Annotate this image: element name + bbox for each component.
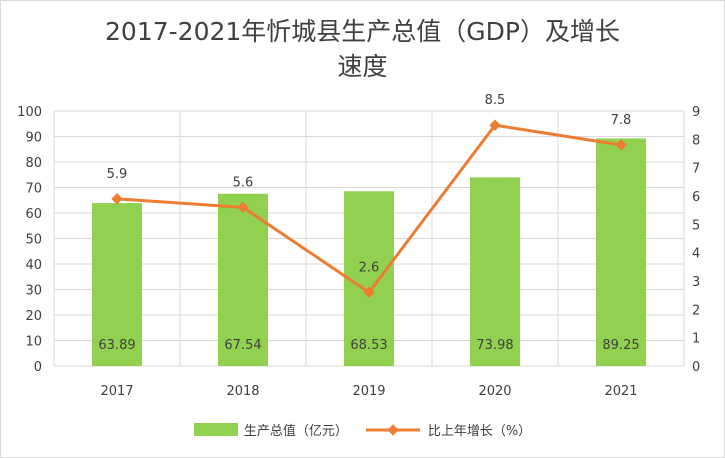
x-tick-label: 2017 xyxy=(100,384,133,399)
y-right-tick-label: 4 xyxy=(692,247,700,262)
legend-line-swatch xyxy=(365,423,420,436)
y-right-tick-label: 5 xyxy=(692,218,700,233)
legend-label-growth: 比上年增长（%） xyxy=(427,424,532,439)
bar-gdp xyxy=(218,193,268,366)
y-right-tick-label: 9 xyxy=(692,105,700,120)
bar-gdp xyxy=(344,191,394,366)
bar-value-label: 63.89 xyxy=(98,338,135,353)
bar-gdp xyxy=(470,177,520,366)
y-right-tick-label: 3 xyxy=(692,275,700,290)
bar-gdp xyxy=(596,138,646,366)
y-right-tick-label: 6 xyxy=(692,190,700,205)
y-left-tick-label: 20 xyxy=(25,309,42,324)
legend: 生产总值（亿元） 比上年增长（%） xyxy=(0,420,725,439)
y-left-tick-label: 40 xyxy=(25,258,42,273)
legend-label-gdp: 生产总值（亿元） xyxy=(243,424,348,439)
y-left-tick-label: 50 xyxy=(25,233,42,248)
x-tick-label: 2020 xyxy=(478,384,511,399)
chart-title-line-1: 2017-2021年忻城县生产总值（GDP）及增长 xyxy=(105,17,620,46)
growth-value-label: 7.8 xyxy=(611,113,632,128)
bar-gdp xyxy=(92,203,142,366)
x-tick-label: 2018 xyxy=(226,384,259,399)
y-left-tick-label: 70 xyxy=(25,182,42,197)
legend-bar-swatch xyxy=(193,423,238,436)
bar-value-label: 73.98 xyxy=(476,338,513,353)
x-tick-label: 2019 xyxy=(352,384,385,399)
growth-marker xyxy=(111,193,123,205)
y-right-tick-label: 8 xyxy=(692,133,700,148)
y-right-tick-label: 0 xyxy=(692,360,700,375)
growth-value-label: 5.6 xyxy=(233,175,254,190)
y-right-tick-label: 1 xyxy=(692,332,700,347)
growth-value-label: 5.9 xyxy=(107,167,128,182)
y-left-tick-label: 10 xyxy=(25,335,42,350)
y-left-tick-label: 90 xyxy=(25,131,42,146)
bar-value-label: 67.54 xyxy=(224,338,261,353)
bar-value-label: 89.25 xyxy=(602,338,639,353)
y-left-tick-label: 60 xyxy=(25,207,42,222)
bar-value-label: 68.53 xyxy=(350,338,387,353)
growth-value-label: 2.6 xyxy=(359,260,380,275)
y-right-tick-label: 7 xyxy=(692,162,700,177)
chart-title-line-2: 速度 xyxy=(337,52,388,81)
y-left-tick-label: 100 xyxy=(17,105,42,120)
y-left-tick-label: 80 xyxy=(25,156,42,171)
growth-marker xyxy=(363,286,375,298)
growth-value-label: 8.5 xyxy=(485,93,506,108)
legend-item-gdp: 生产总值（亿元） xyxy=(193,420,348,439)
y-left-tick-label: 30 xyxy=(25,284,42,299)
legend-item-growth: 比上年增长（%） xyxy=(364,420,531,439)
chart-title: 2017-2021年忻城县生产总值（GDP）及增长 速度 xyxy=(0,14,725,84)
y-left-tick-label: 0 xyxy=(34,360,42,375)
y-right-tick-label: 2 xyxy=(692,303,700,318)
x-tick-label: 2021 xyxy=(604,384,637,399)
growth-marker xyxy=(615,139,627,151)
growth-marker xyxy=(237,201,249,213)
